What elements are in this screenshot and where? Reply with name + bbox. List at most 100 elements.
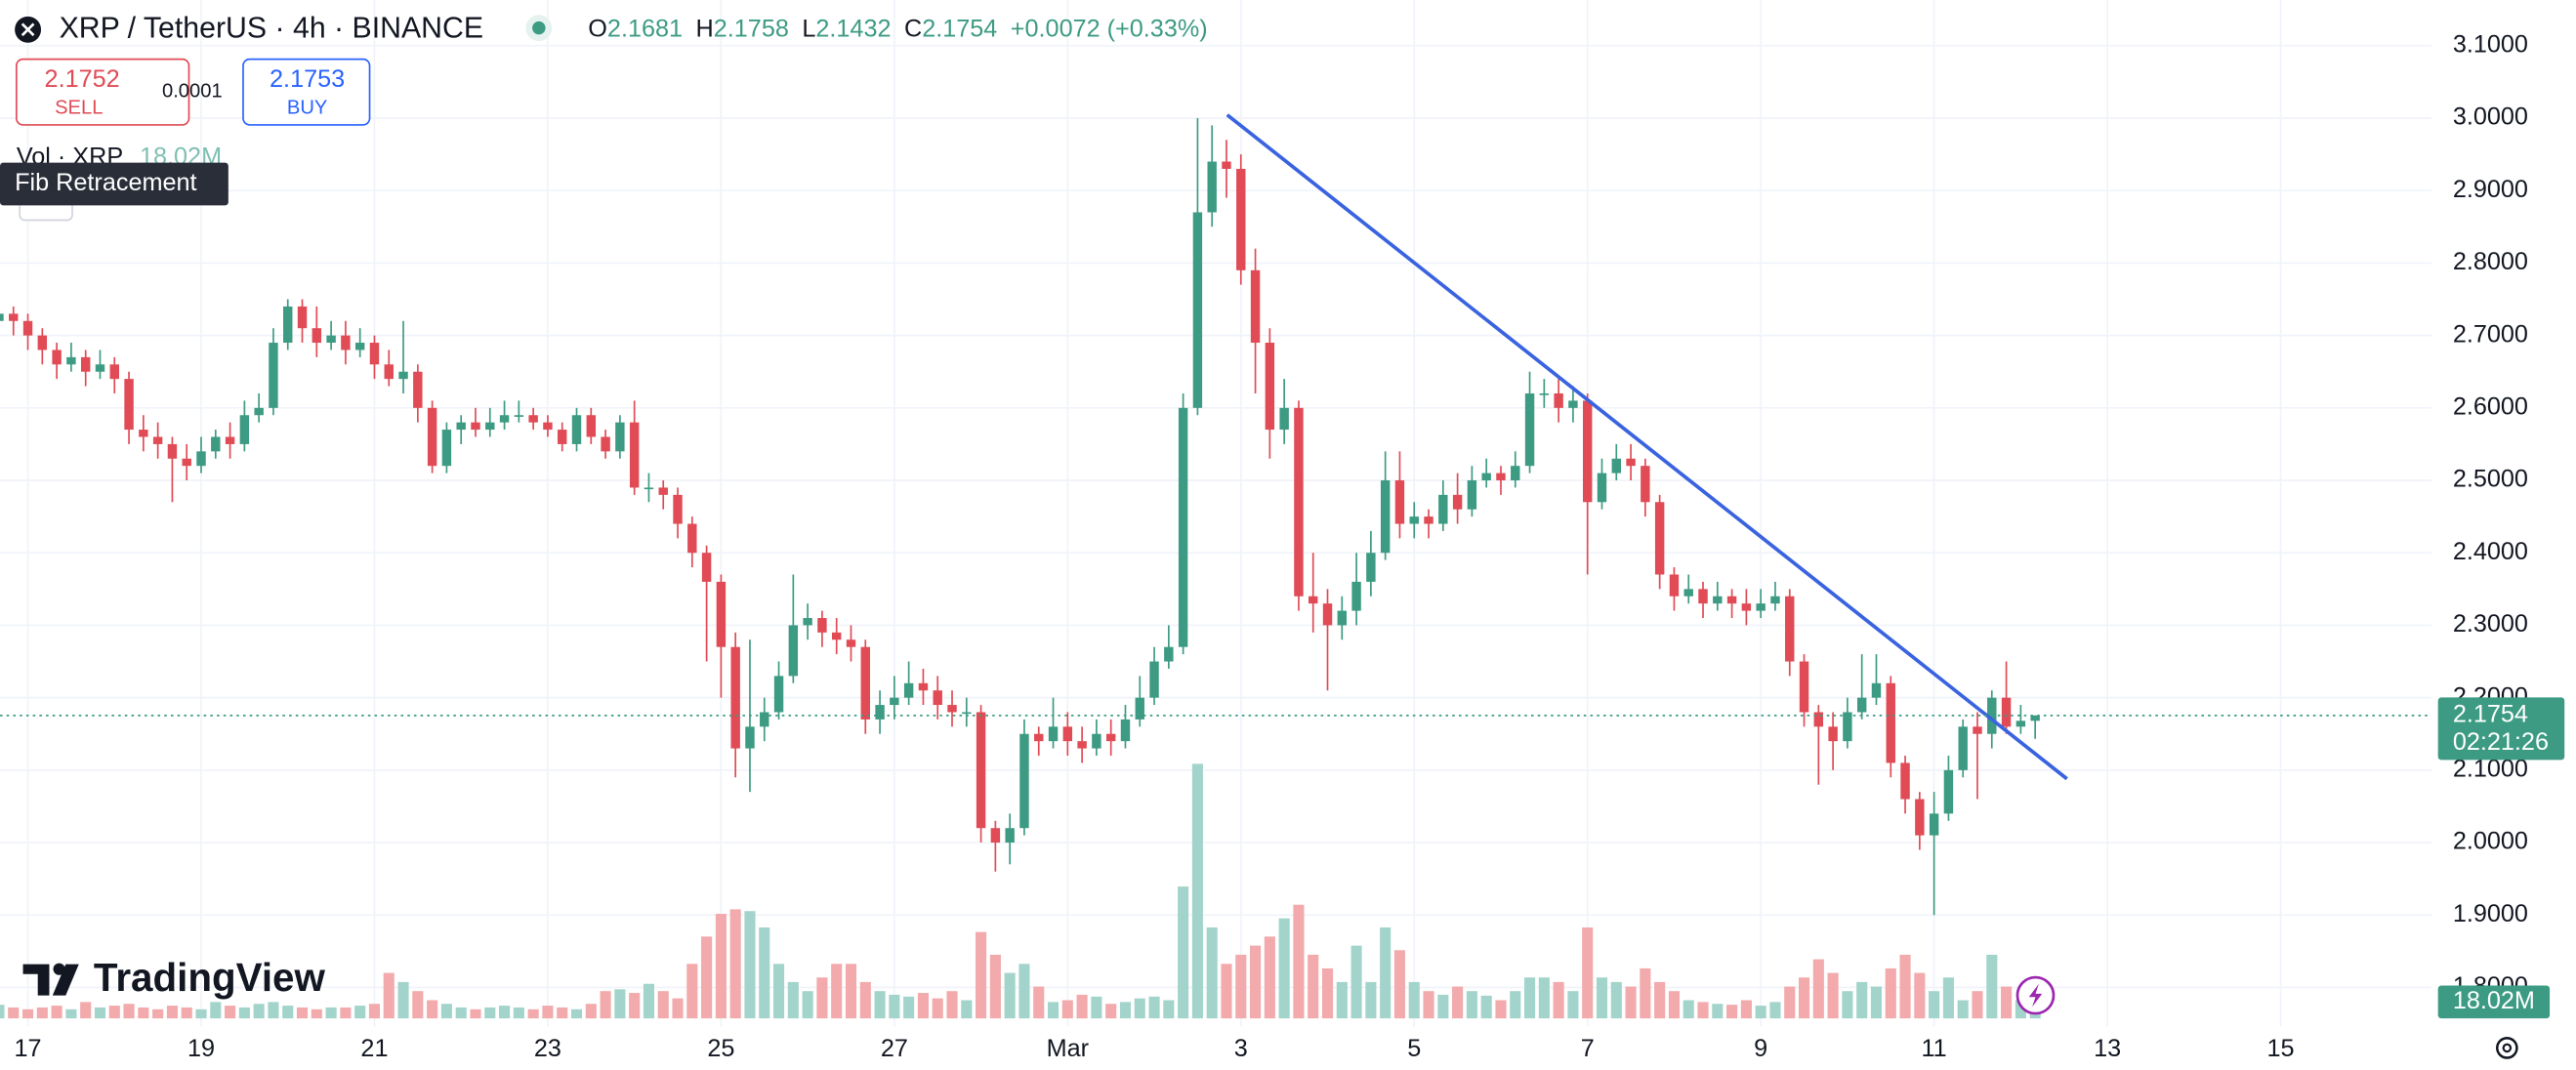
candle-body (441, 430, 452, 467)
volume-bar (1640, 967, 1651, 1019)
candle-body (1105, 733, 1116, 742)
sell-button[interactable] (15, 58, 190, 126)
volume-bar (686, 964, 698, 1019)
candle-body (1886, 682, 1895, 763)
buy-button[interactable] (242, 58, 371, 126)
candle-body (1785, 596, 1795, 662)
volume-bar (1914, 972, 1926, 1019)
volume-pane (0, 763, 2041, 1019)
volume-bar (1264, 936, 1275, 1019)
candle-body (326, 335, 336, 344)
volume-bar (1308, 954, 1319, 1019)
candle-body (471, 422, 480, 431)
volume-bar (455, 1007, 467, 1019)
x-tick-label: 15 (2267, 1035, 2295, 1062)
settings-icon[interactable] (2495, 1037, 2518, 1059)
candle-body (1005, 828, 1015, 844)
candle-body (1265, 343, 1275, 431)
volume-bar (1452, 986, 1464, 1019)
volume-bar (1567, 991, 1579, 1019)
candle-body (283, 306, 293, 344)
volume-bar (1076, 994, 1088, 1019)
candle-body (933, 690, 942, 706)
candle-body (1366, 553, 1376, 582)
candle-body (687, 523, 697, 554)
candle-body (1713, 596, 1723, 604)
volume-bar (1870, 986, 1883, 1019)
volume-bar (1625, 986, 1637, 1019)
candle-body (1236, 168, 1246, 270)
volume-bar (427, 1000, 438, 1019)
last-price-badge (2437, 697, 2565, 761)
x-tick-label: 23 (534, 1035, 561, 1062)
volume-bar (657, 991, 669, 1019)
spread: 0.0001 (162, 81, 223, 103)
volume-bar (1972, 991, 1983, 1019)
volume-bar (1856, 981, 1868, 1019)
candle-body (239, 415, 250, 444)
candle-body (22, 320, 33, 336)
volume-bar (1393, 950, 1406, 1019)
volume-badge (2437, 985, 2551, 1019)
candle-body (1409, 516, 1419, 524)
volume-bar (1929, 991, 1940, 1019)
volume-bar (1423, 991, 1434, 1019)
y-tick-label: 3.0000 (2453, 103, 2528, 131)
candle-body (745, 726, 755, 749)
candle-body (990, 828, 1001, 844)
ohlc-value: 2.1758 (714, 15, 789, 42)
candle-body (1279, 407, 1289, 431)
candle-body (2015, 720, 2026, 727)
candle-body (297, 306, 308, 329)
candle-body (817, 618, 827, 633)
ohlc-label: O (588, 15, 607, 42)
volume-bar (1957, 1000, 1969, 1019)
volume-bar (759, 926, 770, 1019)
candle-body (1929, 813, 1939, 836)
x-tick-label: 3 (1234, 1035, 1248, 1062)
candle-body (1322, 603, 1333, 626)
volume-bar (1235, 954, 1247, 1019)
candle-body (1683, 589, 1693, 597)
volume-bar (1365, 981, 1377, 1019)
volume-bar (484, 1007, 496, 1019)
candle-body (1856, 697, 1867, 713)
volume-bar (1191, 763, 1203, 1019)
logo-text: TradingView (94, 955, 326, 1000)
tooltip-text: Fib Retracement (15, 169, 196, 196)
candle-body (354, 343, 365, 350)
ohlc-label: H (696, 15, 714, 42)
volume-bar (1827, 972, 1839, 1019)
candle-body (152, 436, 163, 444)
candle-body (80, 356, 91, 372)
x-tick-label: 21 (360, 1035, 388, 1062)
candle-body (1164, 646, 1174, 662)
volume-bar (715, 914, 727, 1019)
volume-bar (1755, 1006, 1766, 1019)
volume-bar (643, 983, 655, 1019)
candle-body (1973, 726, 1982, 734)
candle-body (716, 581, 727, 647)
candle-body (1770, 596, 1780, 604)
volume-bar (1610, 981, 1622, 1019)
candle-body (788, 625, 799, 677)
volume-bar (614, 989, 626, 1019)
candle-body (1496, 473, 1506, 481)
candle-body (976, 712, 986, 829)
candle-body (1741, 603, 1752, 611)
candle-body (1135, 697, 1144, 720)
y-tick-label: 2.7000 (2453, 320, 2528, 348)
logo-mark-t (22, 964, 50, 996)
candle-body (1828, 726, 1838, 742)
volume-bar (1466, 991, 1477, 1019)
ohlc-legend: O2.1681 H2.1758 L2.1432 C2.1754 +0.0072 (+0.… (588, 15, 1207, 42)
volume-bar (772, 964, 785, 1019)
volume-bar (181, 1007, 192, 1019)
volume-bar (1510, 991, 1521, 1019)
volume-bar (108, 1006, 120, 1019)
volume-bar (585, 1004, 597, 1019)
candle-body (1467, 480, 1477, 510)
x-tick-label: 11 (1922, 1035, 1947, 1062)
volume-bar (1553, 981, 1564, 1019)
